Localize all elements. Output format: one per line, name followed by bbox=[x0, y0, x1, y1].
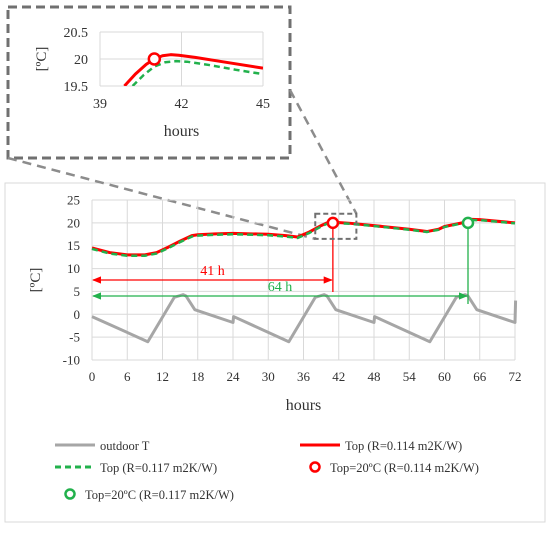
legend-label: Top (R=0.114 m2K/W) bbox=[345, 439, 462, 453]
main-x-tick-label: 60 bbox=[438, 369, 451, 384]
main-y-tick-label: 15 bbox=[67, 238, 80, 253]
legend-label: Top (R=0.117 m2K/W) bbox=[100, 461, 217, 475]
main-x-tick-label: 48 bbox=[368, 369, 381, 384]
main-x-tick-label: 18 bbox=[191, 369, 204, 384]
inset-x-axis-label: hours bbox=[164, 123, 200, 140]
main-y-tick-label: -10 bbox=[63, 353, 80, 368]
marker-top20-0117 bbox=[461, 216, 475, 230]
main-y-tick-label: 5 bbox=[74, 284, 81, 299]
inset-y-tick-label: 20.5 bbox=[64, 26, 89, 41]
legend-swatch-marker bbox=[64, 488, 76, 500]
inset-plot-area bbox=[123, 53, 263, 86]
legend-top-0114: Top (R=0.114 m2K/W) bbox=[300, 439, 462, 453]
inset-x-tick-label: 42 bbox=[175, 97, 189, 112]
inset-marker-top20-0114 bbox=[147, 52, 162, 66]
inset-y-axis-label: [ºC] bbox=[34, 47, 50, 72]
legend-label: Top=20ºC (R=0.117 m2K/W) bbox=[85, 488, 234, 502]
legend-top-0117: Top (R=0.117 m2K/W) bbox=[55, 461, 217, 475]
main-y-tick-label: 10 bbox=[67, 261, 80, 276]
legend-top20-0114: Top=20ºC (R=0.114 m2K/W) bbox=[309, 461, 479, 475]
legend-label: Top=20ºC (R=0.114 m2K/W) bbox=[330, 461, 479, 475]
inset-series-top-0117 bbox=[131, 59, 263, 86]
main-x-tick-label: 36 bbox=[297, 369, 311, 384]
inset-y-tick-label: 19.5 bbox=[64, 80, 89, 95]
inset-series-top-0114 bbox=[123, 53, 263, 86]
main-x-tick-label: 54 bbox=[403, 369, 417, 384]
legend-label: outdoor T bbox=[100, 439, 150, 453]
inset-x-tick-label: 45 bbox=[256, 97, 270, 112]
main-x-tick-label: 66 bbox=[473, 369, 487, 384]
zoom-inset-frame bbox=[6, 5, 292, 160]
main-x-axis-label: hours bbox=[286, 397, 322, 414]
inset-x-tick-label: 39 bbox=[93, 97, 107, 112]
main-x-tick-label: 72 bbox=[509, 369, 522, 384]
main-x-tick-label: 12 bbox=[156, 369, 169, 384]
main-y-tick-label: 20 bbox=[67, 215, 80, 230]
main-y-tick-label: -5 bbox=[69, 330, 80, 345]
duration-label: 41 h bbox=[200, 264, 225, 279]
main-chart-frame bbox=[4, 182, 546, 523]
marker-top20-0114 bbox=[326, 216, 340, 230]
main-x-tick-label: 0 bbox=[89, 369, 96, 384]
series-top-0117 bbox=[91, 218, 516, 258]
zoom-region-box bbox=[314, 212, 358, 240]
legend-swatch-marker bbox=[309, 461, 321, 473]
duration-label: 64 h bbox=[268, 280, 293, 295]
zoom-connector-left bbox=[7, 156, 316, 241]
main-x-tick-label: 30 bbox=[262, 369, 275, 384]
inset-y-tick-label: 20 bbox=[74, 53, 88, 68]
main-x-tick-label: 6 bbox=[124, 369, 131, 384]
legend-outdoor-t: outdoor T bbox=[55, 439, 150, 453]
main-y-axis-label: [ºC] bbox=[28, 268, 44, 293]
main-y-tick-label: 25 bbox=[67, 193, 80, 208]
main-x-tick-label: 42 bbox=[332, 369, 345, 384]
main-y-tick-label: 0 bbox=[74, 307, 81, 322]
zoom-connector-right bbox=[288, 89, 358, 215]
legend-top20-0117: Top=20ºC (R=0.117 m2K/W) bbox=[64, 488, 234, 502]
main-x-tick-label: 24 bbox=[227, 369, 241, 384]
